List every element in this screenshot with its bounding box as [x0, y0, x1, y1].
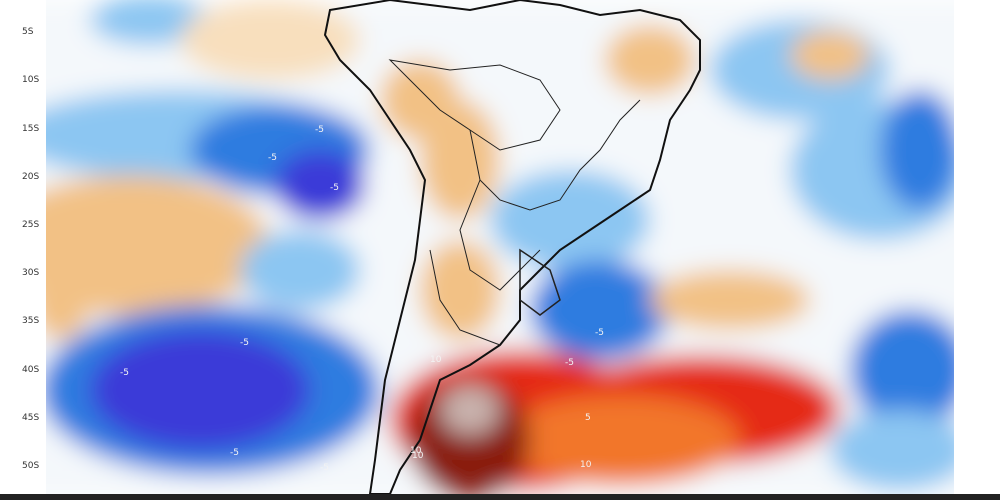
contour-label: -5 [315, 125, 324, 135]
contour-label: -5 [595, 328, 604, 338]
contour-label: -5 [320, 463, 329, 473]
contour-label: 10 [410, 446, 422, 456]
lat-label: 25S [22, 220, 40, 230]
contour-label: -5 [230, 448, 239, 458]
contour-label: 10 [412, 451, 424, 461]
contour-label: 10 [430, 355, 442, 365]
contour-label: -5 [330, 183, 339, 193]
contour-label: 10 [580, 460, 592, 470]
latitude-axis: 5S 10S 15S 20S 25S 30S 35S 40S 45S 50S [0, 0, 46, 500]
contour-label: -5 [565, 358, 574, 368]
lat-label: 35S [22, 316, 40, 326]
lat-label: 30S [22, 268, 40, 278]
contour-label: -5 [268, 153, 277, 163]
lat-label: 45S [22, 413, 40, 423]
lat-label: 50S [22, 461, 40, 471]
contour-label: -5 [240, 338, 249, 348]
bottom-border [0, 494, 1000, 500]
lat-label: 40S [22, 365, 40, 375]
lat-label: 15S [22, 124, 40, 134]
contour-labels: -5 -5 -5 -5 -5 -5 -5 -5 -5 10 10 10 5 10 [120, 125, 604, 473]
contour-label: 5 [585, 413, 591, 423]
contour-label: -5 [120, 368, 129, 378]
lat-label: 10S [22, 75, 40, 85]
lat-label: 5S [22, 27, 34, 37]
continent-outline [323, 0, 701, 495]
right-margin [954, 0, 1000, 500]
lat-label: 20S [22, 172, 40, 182]
